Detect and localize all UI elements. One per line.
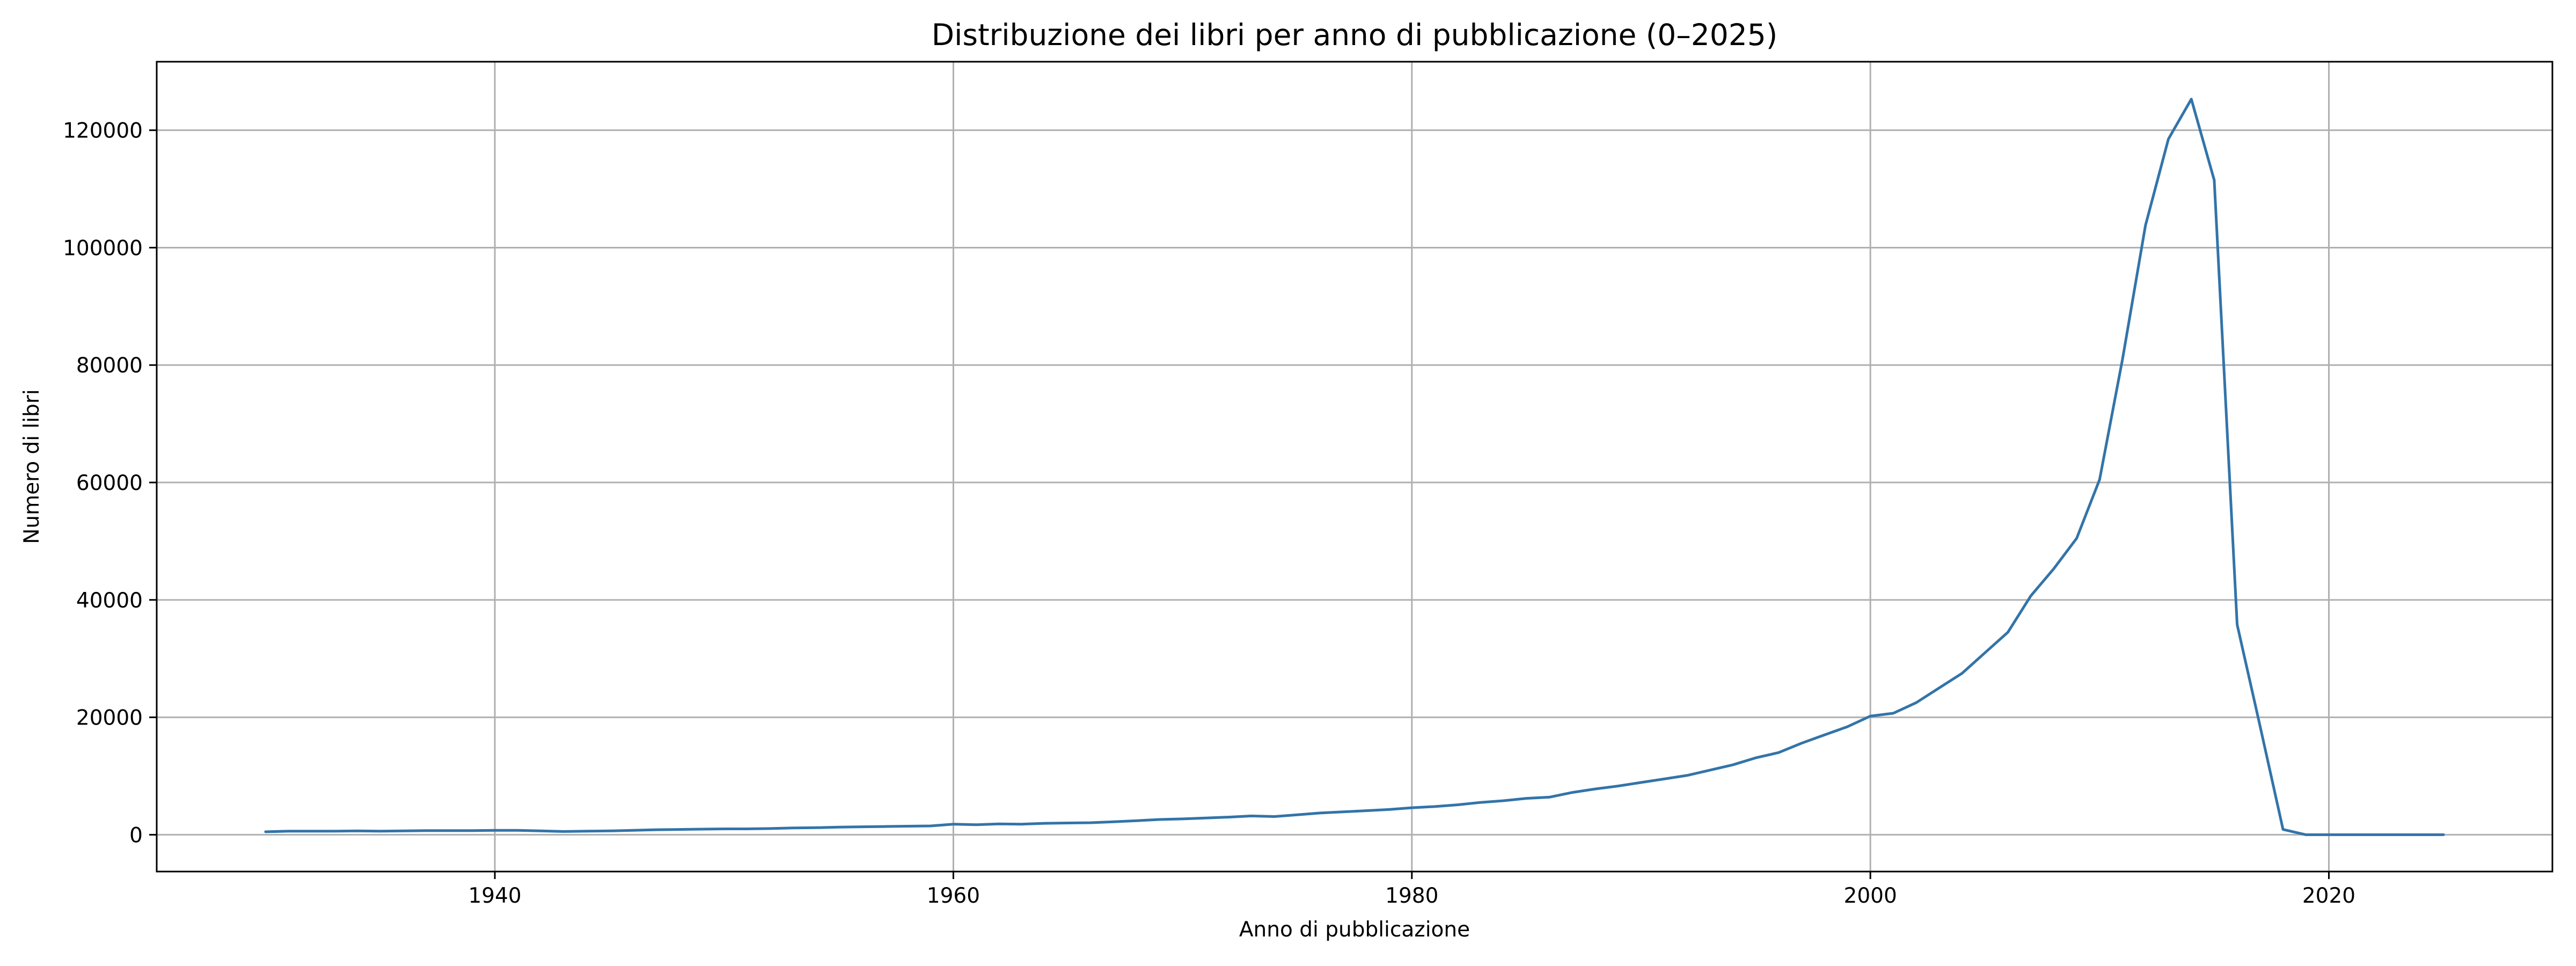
ticks: 1940 1960 1980 2000 2020 0 20000 40000 60000 8000… (63, 119, 2355, 908)
series-line (264, 98, 2445, 836)
grid (157, 62, 2552, 872)
y-tick-label: 0 (129, 823, 143, 847)
chart-title: Distribuzione dei libri per anno di pubb… (932, 18, 1777, 52)
y-tick-label: 80000 (76, 354, 143, 378)
y-tick-label: 40000 (76, 589, 143, 613)
y-tick-label: 20000 (76, 706, 143, 730)
plot-frame (156, 61, 2553, 873)
x-tick-label: 1980 (1385, 884, 1438, 908)
y-axis-label: Numero di libri (20, 389, 44, 544)
y-tick-label: 120000 (63, 119, 143, 143)
x-tick-label: 1940 (468, 884, 521, 908)
x-axis-label: Anno di pubblicazione (1239, 918, 1470, 942)
x-tick-label: 2020 (2302, 884, 2355, 908)
x-tick-label: 2000 (1844, 884, 1897, 908)
x-tick-label: 1960 (927, 884, 980, 908)
y-tick-label: 100000 (63, 236, 143, 260)
series-layer (264, 98, 2445, 836)
y-tick-label: 60000 (76, 471, 143, 495)
